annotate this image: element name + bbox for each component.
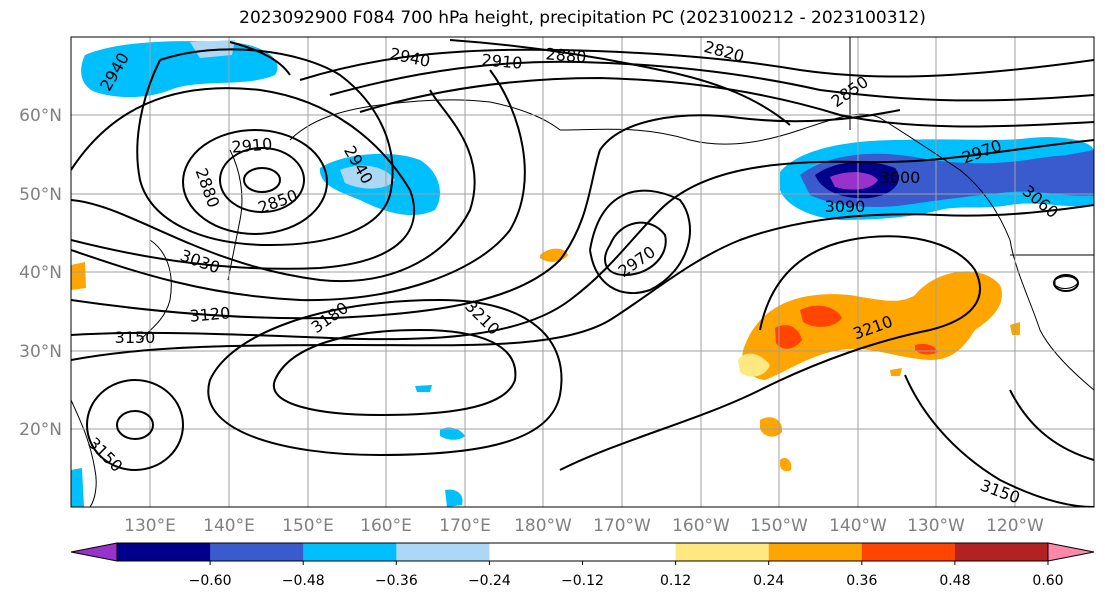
precip-patch — [800, 305, 842, 327]
colorbar-extend-high — [1047, 542, 1095, 562]
colorbar-tick-label: −0.24 — [468, 573, 511, 589]
colorbar-cell — [396, 543, 490, 561]
lat-tick-label: 50°N — [19, 185, 62, 205]
precip-patch — [830, 172, 878, 190]
precip-patch — [780, 458, 792, 472]
precip-patch — [440, 427, 465, 440]
contour-label: 3090 — [825, 197, 866, 216]
colorbar-tick-label: 0.48 — [939, 573, 970, 589]
colorbar-extend-low — [70, 542, 118, 562]
lon-tick-label: 170°W — [593, 516, 651, 536]
precip-patch — [742, 271, 1002, 380]
lon-tick-label: 140°E — [203, 516, 255, 536]
precip-patch — [1040, 150, 1094, 196]
colorbar-tick-label: 0.24 — [753, 573, 784, 589]
coastline — [71, 399, 97, 507]
contour-label: 3120 — [189, 303, 231, 325]
precip-patch — [71, 468, 84, 507]
coastlines — [71, 37, 1094, 507]
lon-tick-label: 160°W — [672, 516, 730, 536]
precip-patch — [890, 368, 902, 376]
coastline — [1009, 239, 1094, 391]
colorbar-cell — [954, 543, 1049, 561]
precip-patch — [340, 165, 395, 189]
precip-patch — [71, 262, 86, 290]
colorbar-cell — [489, 543, 583, 561]
precip-patch — [775, 325, 802, 349]
lon-tick-label: 180°W — [514, 516, 572, 536]
lon-tick-label: 120°W — [986, 516, 1044, 536]
colorbar-tick-label: 0.12 — [660, 573, 691, 589]
contour-label: 2910 — [481, 50, 523, 72]
colorbar-cell — [768, 543, 863, 561]
precip-patch — [445, 489, 463, 507]
colorbar-tick-label: −0.12 — [561, 573, 604, 589]
lat-tick-label: 30°N — [19, 342, 62, 362]
map-frame — [70, 36, 1095, 508]
contour-label: 2880 — [545, 44, 587, 66]
lon-tick-label: 170°E — [439, 516, 491, 536]
colorbar-tick-label: 0.36 — [846, 573, 877, 589]
colorbar-cell — [861, 543, 956, 561]
colorbar-cell — [210, 543, 304, 561]
colorbar-tick-label: −0.48 — [282, 573, 325, 589]
coastline — [227, 149, 243, 281]
contour-label: 3000 — [880, 168, 921, 187]
colorbar: −0.60 −0.48 −0.36 −0.24 −0.12 0.12 0.24 0.36 0.4… — [70, 542, 1095, 589]
lon-tick-label: 140°W — [829, 516, 887, 536]
lon-tick-label: 160°E — [360, 516, 412, 536]
colorbar-cell — [675, 543, 770, 561]
precip-patch — [915, 343, 938, 355]
height-contours — [71, 39, 1094, 507]
lon-tick-label: 130°E — [124, 516, 176, 536]
colorbar-cell — [303, 543, 397, 561]
precip-patch — [738, 353, 770, 377]
lat-tick-label: 20°N — [19, 420, 62, 440]
precip-patch — [760, 417, 783, 437]
contour-label: 3150 — [115, 328, 156, 347]
lat-axis: 60°N 50°N 40°N 30°N 20°N — [19, 106, 62, 440]
colorbar-cell — [117, 543, 211, 561]
lon-axis: 130°E 140°E 150°E 160°E 170°E 180°W 170°… — [124, 516, 1044, 536]
colorbar-tick-label: −0.36 — [375, 573, 418, 589]
chart-title: 2023092900 F084 700 hPa height, precipit… — [239, 8, 926, 28]
graticule — [71, 37, 1094, 507]
lat-tick-label: 60°N — [19, 106, 62, 126]
lat-tick-label: 40°N — [19, 263, 62, 283]
precip-patch — [415, 385, 432, 392]
contour-label: 2910 — [231, 134, 273, 156]
lon-tick-label: 150°W — [750, 516, 808, 536]
colorbar-cell — [582, 543, 677, 561]
coastline — [289, 99, 1011, 241]
colorbar-tick-label: −0.60 — [189, 573, 232, 589]
colorbar-tick-label: 0.60 — [1032, 573, 1063, 589]
lon-tick-label: 130°W — [907, 516, 965, 536]
lon-tick-label: 150°E — [282, 516, 334, 536]
